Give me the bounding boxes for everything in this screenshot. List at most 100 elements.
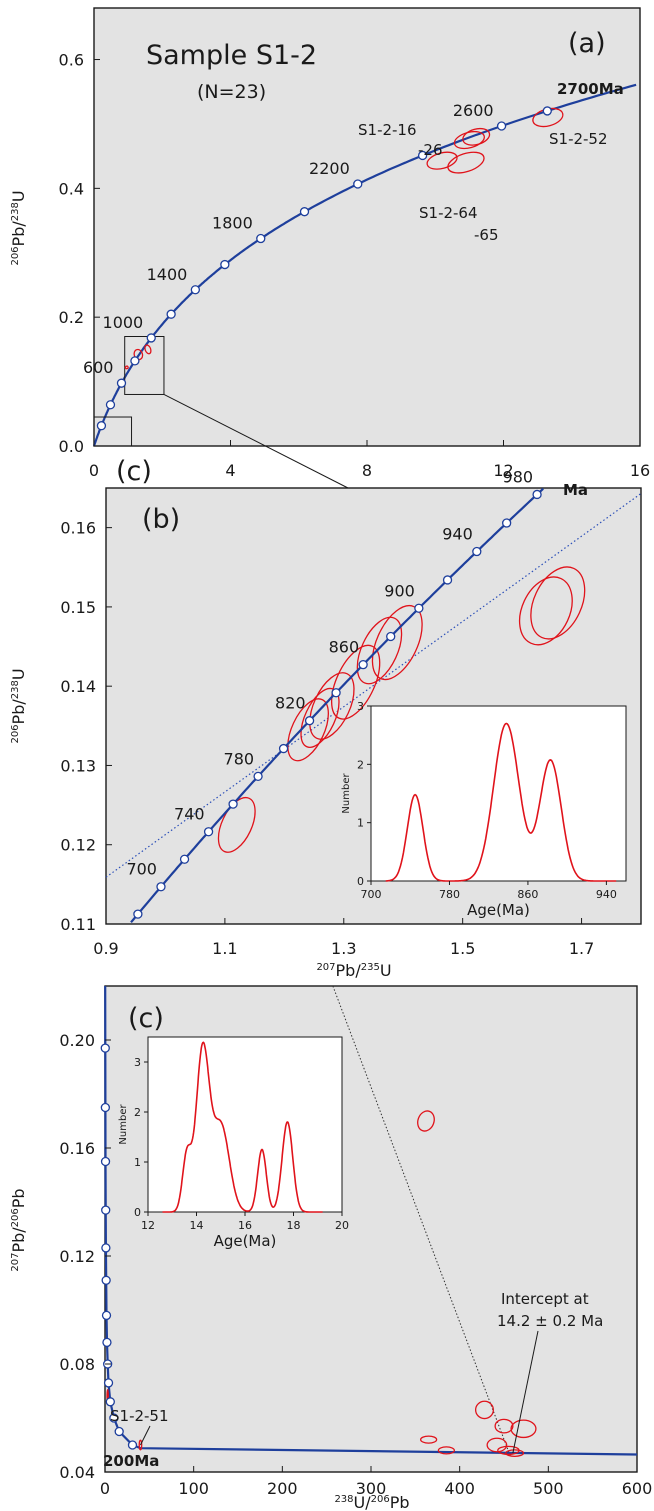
age-marker-c: [127, 1440, 138, 1450]
age-marker-b: [386, 631, 396, 642]
panel-a-inset-ref: (c): [116, 456, 152, 487]
age-marker-b: [414, 603, 424, 613]
inset-x-tick-label-c: 18: [287, 1219, 301, 1232]
leader-intercept: [512, 1330, 539, 1454]
inset-y-tick-label-c: 3: [134, 1056, 141, 1069]
age-marker-b: [253, 771, 263, 782]
leader-s1-2-51: [140, 1425, 151, 1446]
age-label-a: 1400: [147, 265, 188, 284]
inset-x-tick-label-c: 16: [238, 1219, 252, 1232]
y-tick-label-b: 0.11: [60, 915, 96, 934]
x-tick-label-a: 0: [89, 461, 99, 480]
error-ellipse-c: [510, 1419, 537, 1439]
x-tick-label-b: 1.3: [331, 939, 356, 958]
error-ellipse-c: [417, 1110, 435, 1132]
age-marker-c: [100, 1156, 111, 1167]
error-ellipse-b: [217, 796, 256, 853]
panel-a-concordia: 0 4 8 12 16 0.0 0.2 0.4 0.6 600 1000 1400 1800 2200 2…: [9, 7, 650, 487]
age-marker-a: [353, 179, 363, 189]
x-tick-label-c: 200: [267, 1479, 298, 1498]
probability-density-curve-c: [162, 1041, 323, 1213]
inset-y-tick-label-b: 2: [357, 758, 364, 771]
label-980ma-suffix: Ma: [563, 481, 588, 499]
panel-c-label: (c): [128, 1003, 164, 1034]
age-marker-b: [472, 546, 482, 557]
y-tick-label-a: 0.0: [59, 437, 84, 456]
label-s1-2-64-65: -65: [474, 226, 499, 244]
y-tick-label-a: 0.4: [59, 179, 84, 198]
panel-b-concordia-zoom: 700 740 780 820 860 900 940 980 0.9 1.1 1.3 1.5 1.7…: [9, 467, 642, 980]
inset-histogram-c: [147, 1036, 343, 1213]
inset-x-tick-label-b: 700: [361, 888, 382, 901]
panel-b-x-axis-label: 207Pb/235U: [316, 961, 391, 980]
inset-y-tick-label-c: 2: [134, 1106, 141, 1119]
error-ellipse-c: [486, 1437, 508, 1453]
age-marker-b: [442, 575, 453, 585]
inset-x-tick-label-b: 940: [596, 888, 617, 901]
x-tick-label-a: 8: [362, 461, 372, 480]
inset-x-tick-label-b: 860: [517, 888, 538, 901]
age-marker-a: [299, 207, 310, 217]
x-tick-label-a: 4: [225, 461, 235, 480]
panel-b-label: (b): [142, 504, 180, 535]
age-marker-b: [331, 688, 341, 698]
inset-y-label-b: Number: [341, 773, 352, 814]
x-tick-label-a: 16: [630, 461, 650, 480]
y-tick-label-a: 0.6: [59, 51, 84, 70]
age-marker-a: [116, 378, 127, 388]
zoom-connector: [163, 394, 349, 489]
age-marker-a: [220, 259, 230, 270]
age-label-b: 740: [174, 805, 205, 824]
age-label-b: 820: [275, 694, 306, 713]
y-tick-label-b: 0.16: [60, 519, 96, 538]
x-tick-label-c: 400: [444, 1479, 475, 1498]
x-tick-label-b: 1.5: [450, 939, 475, 958]
label-s1-2-51: S1-2-51: [110, 1407, 169, 1425]
error-ellipse-b: [309, 672, 355, 740]
y-tick-label-c: 0.08: [59, 1355, 95, 1374]
age-marker-a: [496, 121, 507, 131]
concordia-curve-b: [130, 487, 544, 924]
y-tick-label-b: 0.14: [60, 677, 96, 696]
inset-y-tick-label-b: 3: [357, 700, 364, 713]
inset-x-tick-label-c: 20: [335, 1219, 349, 1232]
age-marker-c: [105, 1397, 115, 1407]
panel-c-tera-wasserburg: 0 100 200 300 400 500 6000.040.080.120.160.20 …: [9, 985, 653, 1511]
inset-x-tick-label-c: 14: [190, 1219, 204, 1232]
error-ellipse-a: [133, 348, 144, 361]
intercept-label-line2: 14.2 ± 0.2 Ma: [497, 1312, 603, 1330]
y-tick-label-c: 0.16: [59, 1139, 95, 1158]
x-tick-label-a: 12: [493, 461, 513, 480]
x-tick-label-b: 0.9: [93, 939, 118, 958]
intercept-label-line1: Intercept at: [501, 1290, 589, 1308]
panel-c-y-axis-label: 207Pb/206Pb: [9, 1188, 28, 1271]
error-ellipse-b: [530, 566, 586, 640]
y-tick-label-c: 0.12: [59, 1247, 95, 1266]
age-marker-c: [109, 1413, 119, 1423]
error-ellipse-a: [447, 151, 485, 174]
panel-a-subtitle: (N=23): [197, 81, 266, 103]
y-tick-label-b: 0.12: [60, 836, 96, 855]
age-label-a: 2200: [309, 159, 350, 178]
inset-histogram-b: [370, 705, 627, 882]
age-marker-a: [542, 106, 552, 116]
age-marker-a: [417, 150, 428, 161]
error-ellipse-a: [144, 344, 152, 355]
panel-a-title: Sample S1-2: [146, 40, 317, 71]
error-ellipse-b: [518, 576, 573, 646]
inset-y-tick-label-b: 1: [357, 817, 364, 830]
age-marker-c: [114, 1426, 124, 1437]
x-tick-label-c: 600: [622, 1479, 653, 1498]
inset-x-label-c: Age(Ma): [214, 1232, 277, 1250]
age-marker-b: [304, 716, 315, 726]
age-marker-a: [130, 356, 140, 366]
age-marker-b: [501, 518, 512, 528]
panel-a-y-axis-label: 206Pb/238U: [9, 190, 28, 265]
age-marker-b: [228, 799, 238, 809]
age-marker-a: [190, 285, 201, 295]
inset-y-label-c: Number: [118, 1104, 129, 1145]
inset-x-tick-label-b: 780: [439, 888, 460, 901]
age-marker-c: [102, 1337, 112, 1348]
age-marker-b: [179, 854, 190, 864]
error-ellipse-b: [356, 616, 403, 685]
